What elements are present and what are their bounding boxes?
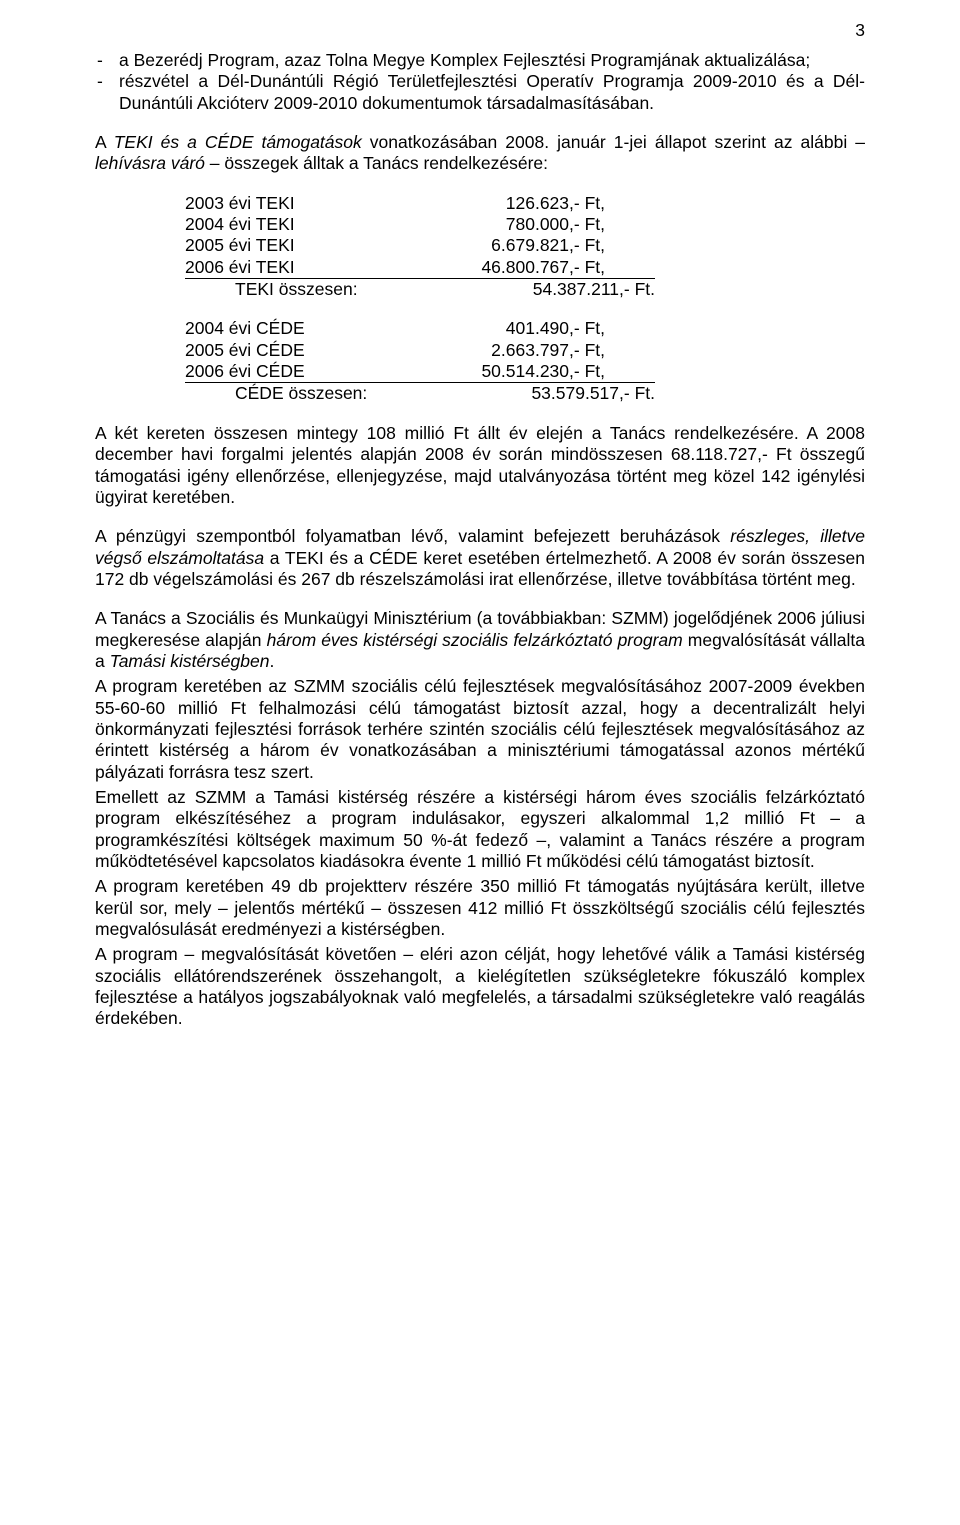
paragraph: A program – megvalósítását követően – el… (95, 944, 865, 1029)
paragraph: A pénzügyi szempontból folyamatban lévő,… (95, 526, 865, 590)
row-value: 50.514.230,- Ft, (445, 361, 605, 382)
teki-table: 2003 évi TEKI 126.623,- Ft, 2004 évi TEK… (95, 193, 865, 301)
italic-text: Tamási kistérségben (110, 651, 270, 671)
italic-text: TEKI és a CÉDE támogatások (114, 132, 362, 152)
bullet-text: a Bezerédj Program, azaz Tolna Megye Kom… (119, 50, 865, 71)
page-number: 3 (855, 20, 865, 41)
text: – összegek álltak a Tanács rendelkezésér… (205, 153, 548, 173)
bullet-dash-icon: - (95, 71, 119, 92)
table-sum-row: CÉDE összesen: 53.579.517,- Ft. (185, 382, 865, 404)
bullet-item: - a Bezerédj Program, azaz Tolna Megye K… (95, 50, 865, 71)
paragraph-intro: A TEKI és a CÉDE támogatások vonatkozásá… (95, 132, 865, 175)
bullet-text: részvétel a Dél-Dunántúli Régió Területf… (119, 71, 865, 114)
paragraph: Emellett az SZMM a Tamási kistérség rész… (95, 787, 865, 872)
text: . (269, 651, 274, 671)
row-value: 46.800.767,- Ft, (445, 257, 605, 278)
text: A pénzügyi szempontból folyamatban lévő,… (95, 526, 730, 546)
sum-value: 54.387.211,- Ft. (495, 278, 655, 300)
table-row: 2005 évi TEKI 6.679.821,- Ft, (185, 235, 865, 256)
bullet-dash-icon: - (95, 50, 119, 71)
text: A (95, 132, 114, 152)
table-row: 2005 évi CÉDE 2.663.797,- Ft, (185, 340, 865, 361)
row-label: 2005 évi CÉDE (185, 340, 445, 361)
text: vonatkozásában 2008. január 1-jei állapo… (362, 132, 865, 152)
table-row: 2006 évi TEKI 46.800.767,- Ft, (185, 257, 865, 278)
row-value: 126.623,- Ft, (445, 193, 605, 214)
cede-table: 2004 évi CÉDE 401.490,- Ft, 2005 évi CÉD… (95, 318, 865, 404)
row-value: 401.490,- Ft, (445, 318, 605, 339)
row-label: 2005 évi TEKI (185, 235, 445, 256)
paragraph: A program keretében 49 db projektterv ré… (95, 876, 865, 940)
sum-label: CÉDE összesen: (185, 382, 495, 404)
italic-text: három éves kistérségi szociális felzárkó… (267, 630, 683, 650)
row-value: 2.663.797,- Ft, (445, 340, 605, 361)
row-value: 6.679.821,- Ft, (445, 235, 605, 256)
paragraph: A program keretében az SZMM szociális cé… (95, 676, 865, 783)
table-row: 2004 évi TEKI 780.000,- Ft, (185, 214, 865, 235)
table-row: 2004 évi CÉDE 401.490,- Ft, (185, 318, 865, 339)
italic-text: lehívásra váró (95, 153, 205, 173)
row-label: 2006 évi CÉDE (185, 361, 445, 382)
paragraph: A két kereten összesen mintegy 108 milli… (95, 423, 865, 508)
table-sum-row: TEKI összesen: 54.387.211,- Ft. (185, 278, 865, 300)
row-label: 2004 évi TEKI (185, 214, 445, 235)
paragraph: A Tanács a Szociális és Munkaügyi Minisz… (95, 608, 865, 672)
bullet-item: - részvétel a Dél-Dunántúli Régió Terüle… (95, 71, 865, 114)
table-row: 2003 évi TEKI 126.623,- Ft, (185, 193, 865, 214)
sum-label: TEKI összesen: (185, 278, 495, 300)
row-label: 2006 évi TEKI (185, 257, 445, 278)
bullet-list: - a Bezerédj Program, azaz Tolna Megye K… (95, 50, 865, 114)
table-row: 2006 évi CÉDE 50.514.230,- Ft, (185, 361, 865, 382)
sum-value: 53.579.517,- Ft. (495, 382, 655, 404)
document-page: 3 - a Bezerédj Program, azaz Tolna Megye… (0, 0, 960, 1108)
row-label: 2003 évi TEKI (185, 193, 445, 214)
row-label: 2004 évi CÉDE (185, 318, 445, 339)
row-value: 780.000,- Ft, (445, 214, 605, 235)
